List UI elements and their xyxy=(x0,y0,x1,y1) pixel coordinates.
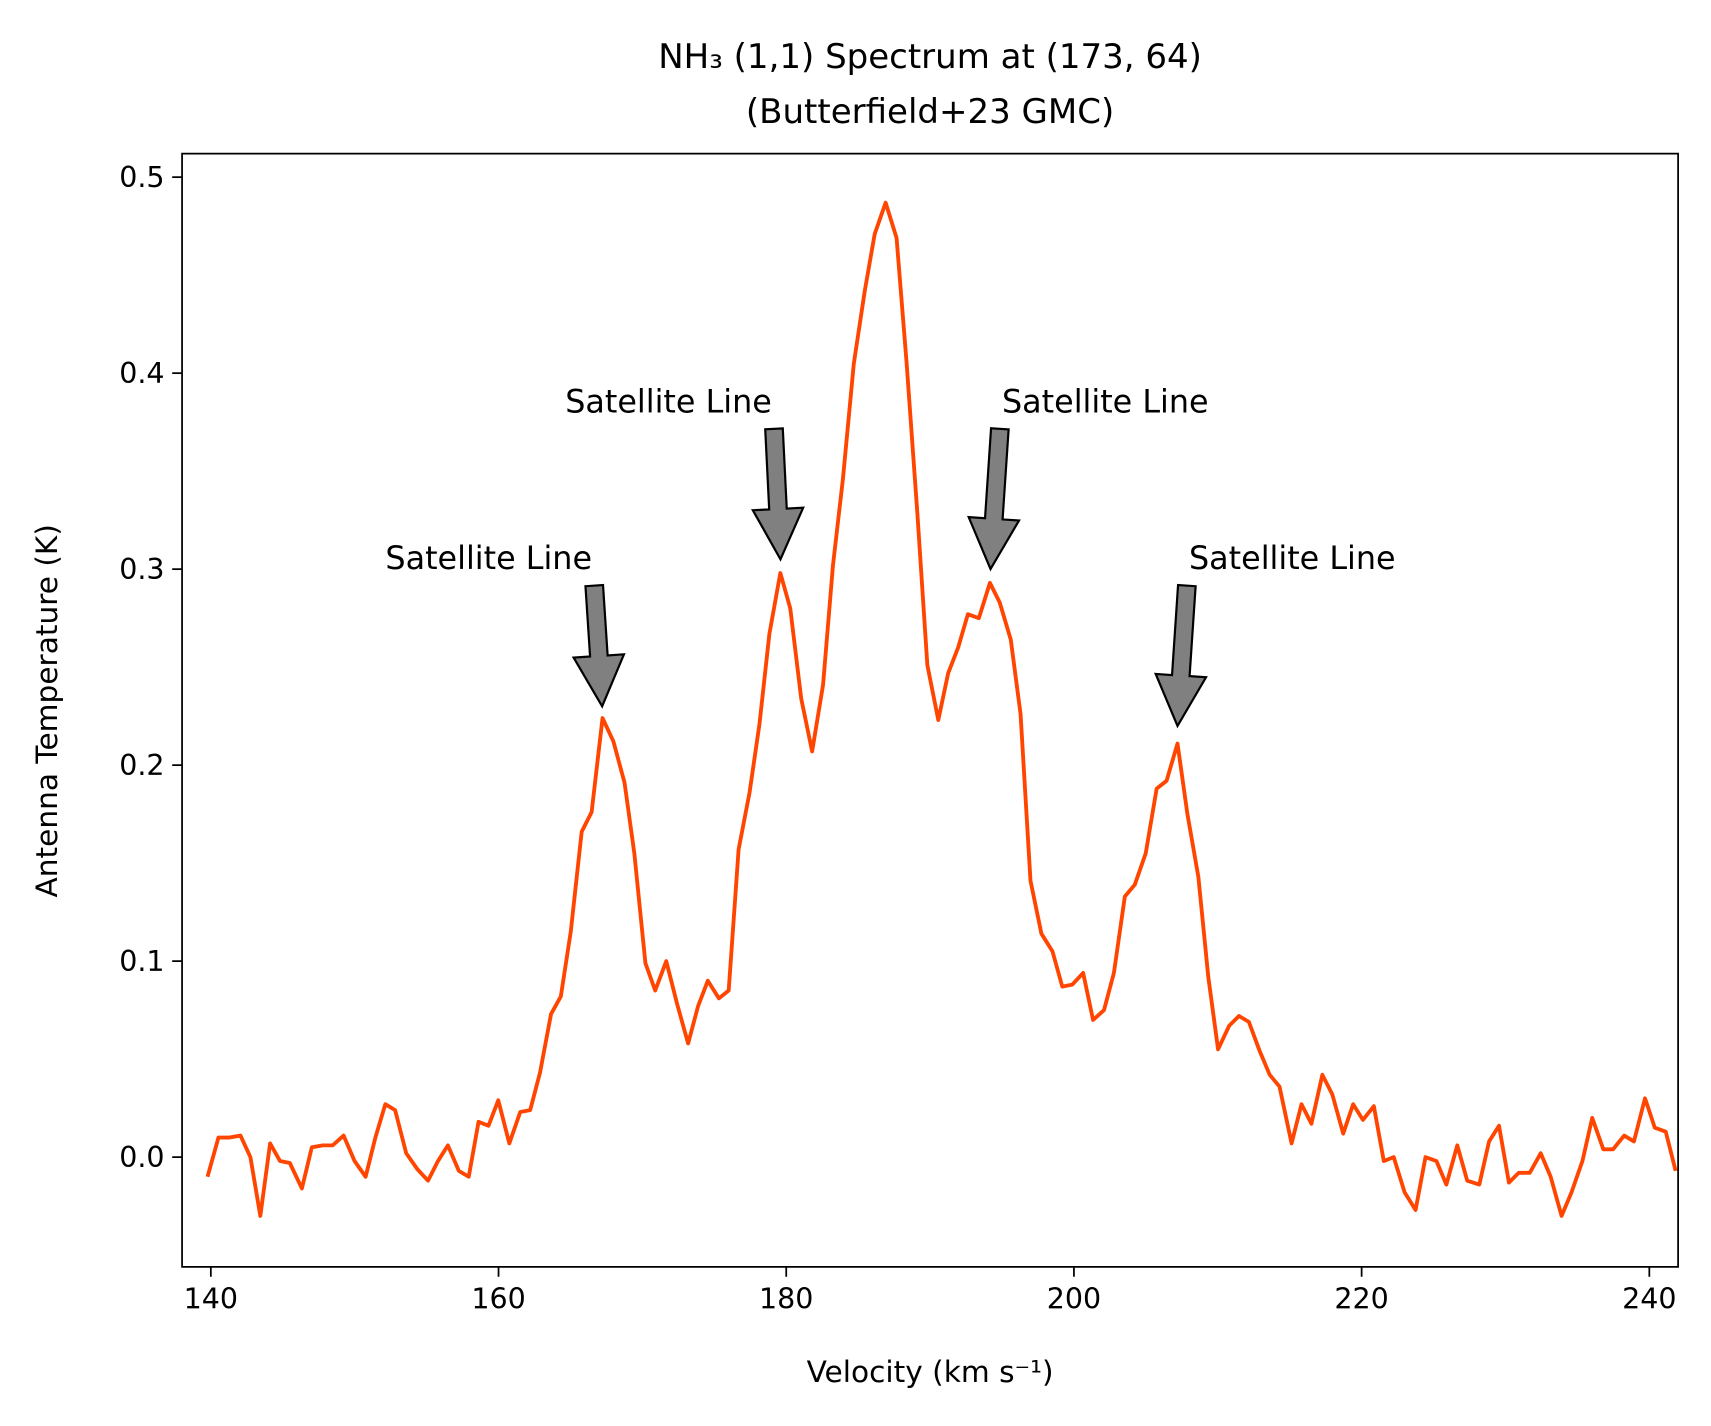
y-tick-label: 0.3 xyxy=(119,553,164,586)
x-tick-label: 140 xyxy=(184,1283,238,1316)
annotation-arrow xyxy=(571,583,626,709)
annotation-label: Satellite Line xyxy=(1189,540,1396,577)
y-tick-label: 0.4 xyxy=(119,357,164,390)
chart-title: NH₃ (1,1) Spectrum at (173, 64) xyxy=(658,37,1202,77)
y-tick-label: 0.0 xyxy=(119,1141,164,1174)
annotation-arrow xyxy=(751,427,805,562)
spectrum-line xyxy=(205,200,1678,1218)
x-tick-label: 180 xyxy=(759,1283,813,1316)
y-tick-label: 0.5 xyxy=(119,161,164,194)
x-tick-label: 220 xyxy=(1334,1283,1388,1316)
x-axis-label: Velocity (km s⁻¹) xyxy=(807,1355,1054,1389)
y-axis-label: Antenna Temperature (K) xyxy=(30,524,64,897)
annotation-label: Satellite Line xyxy=(385,540,592,577)
y-tick-label: 0.1 xyxy=(119,945,164,978)
x-tick-label: 160 xyxy=(471,1283,525,1316)
annotation-label: Satellite Line xyxy=(565,383,772,420)
annotation-arrow xyxy=(966,427,1021,572)
annotation-label: Satellite Line xyxy=(1002,383,1209,420)
x-tick-label: 200 xyxy=(1047,1283,1101,1316)
y-tick-label: 0.2 xyxy=(119,749,164,782)
annotation-arrow xyxy=(1153,583,1208,729)
chart-subtitle: (Butterfield+23 GMC) xyxy=(746,92,1114,132)
x-tick-label: 240 xyxy=(1622,1283,1676,1316)
plot-frame xyxy=(181,152,1679,1268)
